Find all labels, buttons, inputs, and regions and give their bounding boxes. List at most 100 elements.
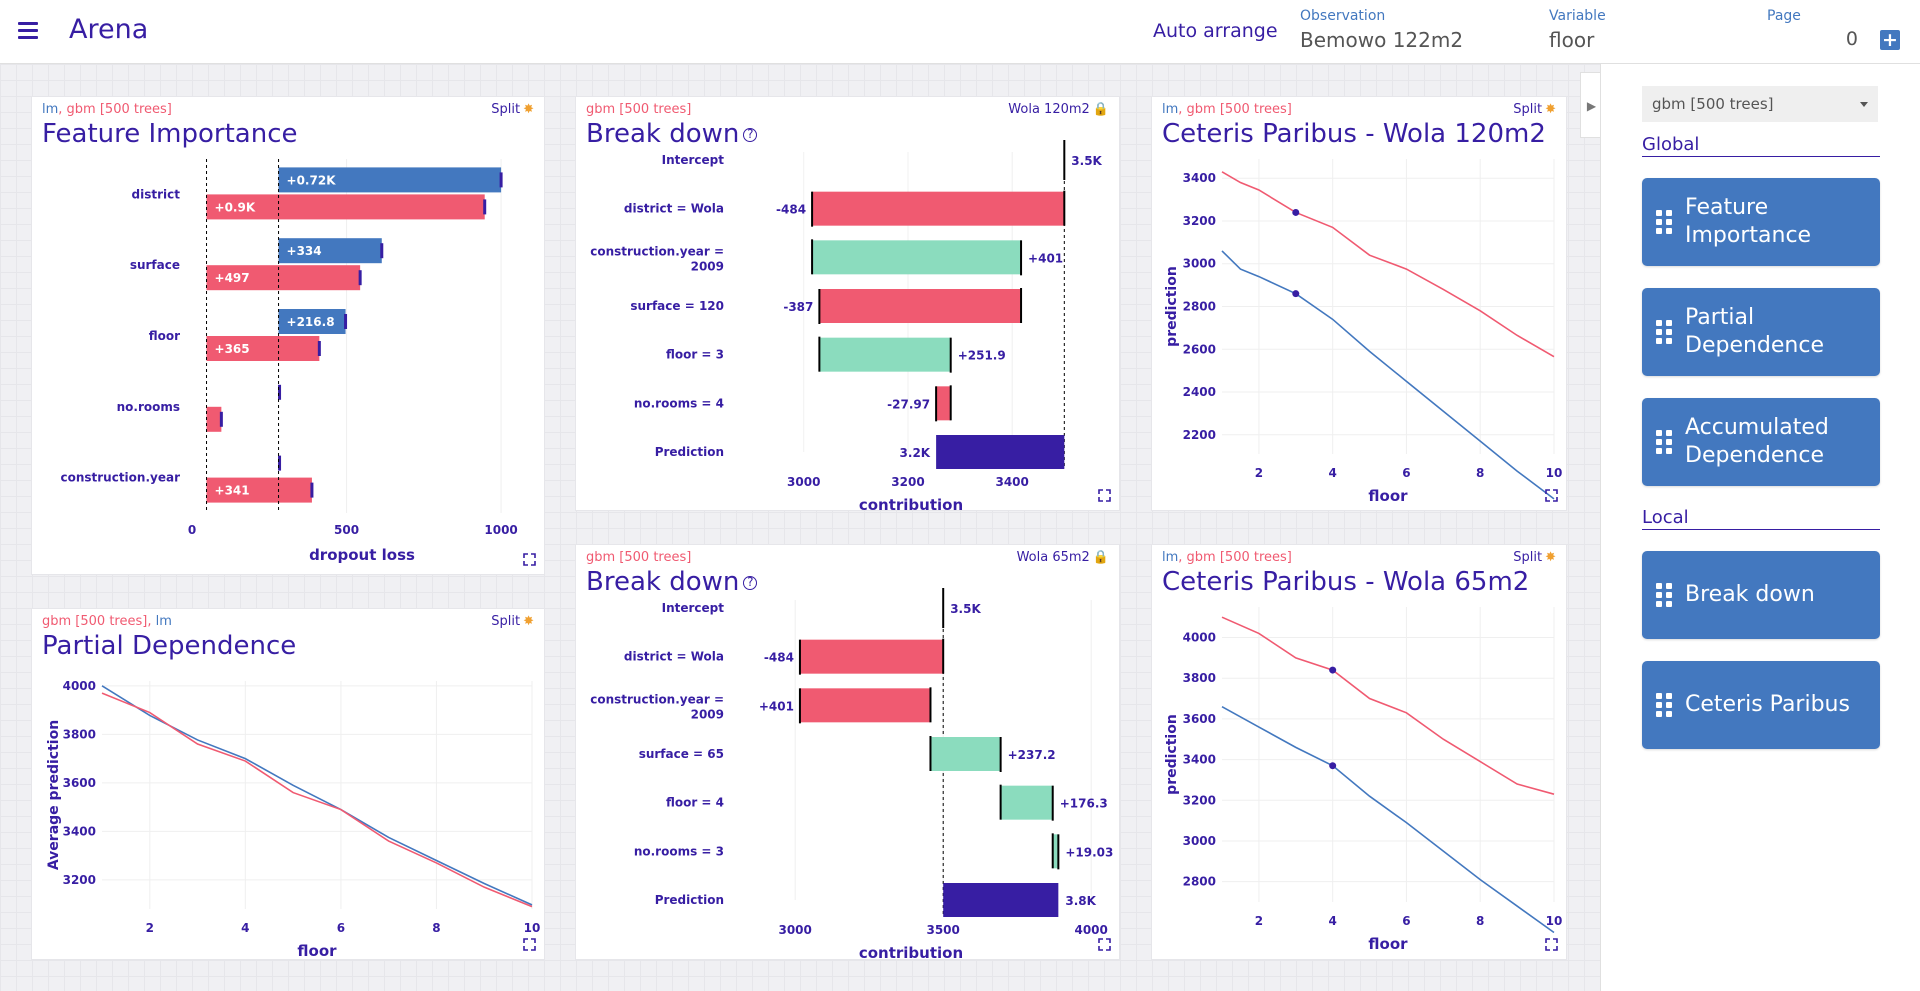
model-name-lm: lm bbox=[155, 614, 172, 629]
bar-label: +365 bbox=[215, 342, 250, 356]
split-toggle[interactable]: Split ✸ bbox=[1513, 550, 1556, 565]
tick-label: 6 bbox=[337, 921, 345, 935]
ceteris-paribus-panel-wola-65[interactable]: lm, gbm [500 trees] Split ✸ Ceteris Parib… bbox=[1151, 544, 1567, 960]
bar-label: +334 bbox=[287, 244, 322, 258]
observation-point bbox=[1292, 290, 1300, 298]
split-label: Split bbox=[1513, 550, 1543, 565]
tick-label: 3800 bbox=[1183, 671, 1216, 685]
plot-button-ceteris-paribus[interactable]: Ceteris Paribus bbox=[1642, 661, 1880, 749]
sidebar-collapse-toggle[interactable]: ▶ bbox=[1580, 72, 1602, 138]
tick-label: 3200 bbox=[891, 475, 924, 489]
panel-title: Feature Importance bbox=[42, 119, 298, 149]
bar bbox=[799, 688, 931, 723]
panel-models: gbm [500 trees] bbox=[586, 102, 691, 117]
value-label: +401 bbox=[759, 699, 794, 713]
axis-label: floor bbox=[1368, 487, 1408, 505]
bar-label: +0.9K bbox=[215, 200, 256, 214]
bar bbox=[812, 240, 1022, 275]
row-label: 2009 bbox=[691, 707, 724, 721]
ceteris-paribus-panel-wola-120[interactable]: lm, gbm [500 trees] Split ✸ Ceteris Parib… bbox=[1151, 96, 1567, 511]
expand-icon[interactable] bbox=[1098, 489, 1111, 502]
tick-label: 2400 bbox=[1183, 385, 1216, 399]
series-line-lm bbox=[101, 685, 533, 906]
model-name-lm: lm bbox=[42, 102, 59, 117]
split-toggle[interactable]: Split ✸ bbox=[491, 102, 534, 117]
tick-label: 3500 bbox=[926, 923, 959, 937]
split-toggle[interactable]: Split ✸ bbox=[491, 614, 534, 629]
value-label: -387 bbox=[783, 300, 813, 314]
bar bbox=[819, 289, 1022, 323]
value-label: -27.97 bbox=[887, 397, 930, 411]
bar bbox=[206, 336, 320, 361]
variable-select[interactable]: floor bbox=[1549, 28, 1595, 52]
bar-label: +497 bbox=[215, 271, 250, 285]
expand-icon[interactable] bbox=[1545, 938, 1558, 951]
bar bbox=[812, 191, 1065, 226]
page-label: Page bbox=[1767, 8, 1801, 24]
axis-label: contribution bbox=[859, 496, 963, 512]
plot-button-partial-dependence[interactable]: Partial Dependence bbox=[1642, 288, 1880, 376]
feature-importance-panel[interactable]: lm, gbm [500 trees] Split ✸ Feature Impor… bbox=[31, 96, 545, 575]
feature-importance-chart: district +0.72K +0.9K surface +334 +497 floor +… bbox=[60, 159, 518, 564]
split-label: Split bbox=[491, 614, 521, 629]
add-page-icon[interactable]: + bbox=[1880, 30, 1900, 50]
observation-tag[interactable]: Wola 120m2 🔒 bbox=[1008, 102, 1109, 117]
category-label: construction.year bbox=[60, 471, 180, 485]
row-label: district = Wola bbox=[624, 650, 724, 664]
expand-icon[interactable] bbox=[523, 938, 536, 951]
plot-button-accumulated-dependence[interactable]: Accumulated Dependence bbox=[1642, 398, 1880, 486]
tick-label: 8 bbox=[1476, 466, 1484, 480]
bar bbox=[936, 386, 951, 421]
axis-label: Average prediction bbox=[46, 720, 62, 870]
model-name-gbm: gbm [500 trees] bbox=[66, 102, 172, 117]
panel-models: gbm [500 trees] bbox=[586, 550, 691, 565]
partial-dependence-panel[interactable]: gbm [500 trees], lm Split ✸ Partial Depen… bbox=[31, 608, 545, 960]
tick-label: 2200 bbox=[1183, 428, 1216, 442]
panel-models: lm, gbm [500 trees] bbox=[1162, 102, 1292, 117]
row-label: construction.year = bbox=[590, 692, 724, 706]
row-label: Intercept bbox=[662, 601, 725, 615]
plot-button-break-down[interactable]: Break down bbox=[1642, 551, 1880, 639]
bar bbox=[278, 238, 382, 264]
plot-button-label: Partial Dependence bbox=[1685, 305, 1824, 358]
drag-handle-icon bbox=[1656, 583, 1672, 607]
breakdown-panel-wola-65[interactable]: gbm [500 trees] Wola 65m2 🔒 Break down? I… bbox=[575, 544, 1120, 961]
split-icon: ✸ bbox=[523, 102, 534, 117]
tick-label: 4000 bbox=[63, 679, 96, 693]
axis-label: floor bbox=[297, 942, 337, 960]
expand-icon[interactable] bbox=[523, 553, 536, 566]
panel-models: gbm [500 trees], lm bbox=[42, 614, 172, 629]
variable-label: Variable bbox=[1549, 8, 1606, 24]
tick-label: 3000 bbox=[778, 923, 811, 937]
tick-label: 4000 bbox=[1183, 631, 1216, 645]
plot-button-label: Accumulated Dependence bbox=[1685, 415, 1829, 468]
observation-tag[interactable]: Wola 65m2 🔒 bbox=[1017, 550, 1109, 565]
category-label: no.rooms bbox=[117, 400, 180, 414]
tick-label: 3200 bbox=[1183, 793, 1216, 807]
bar bbox=[819, 337, 951, 372]
breakdown-panel-wola-120[interactable]: gbm [500 trees] Wola 120m2 🔒 Break down? … bbox=[575, 96, 1120, 512]
app-title: Arena bbox=[69, 14, 149, 45]
hamburger-menu-icon[interactable] bbox=[18, 22, 38, 40]
bar bbox=[1000, 785, 1053, 820]
panel-models: lm, gbm [500 trees] bbox=[42, 102, 172, 117]
auto-arrange-button[interactable]: Auto arrange bbox=[1153, 20, 1278, 42]
expand-icon[interactable] bbox=[1545, 489, 1558, 502]
help-icon[interactable]: ? bbox=[743, 127, 758, 142]
observation-point bbox=[1329, 666, 1337, 674]
bar bbox=[206, 194, 485, 220]
tick-label: 8 bbox=[432, 921, 440, 935]
expand-icon[interactable] bbox=[1098, 938, 1111, 951]
model-select[interactable]: gbm [500 trees] bbox=[1642, 86, 1878, 122]
local-heading: Local bbox=[1642, 507, 1880, 530]
row-label: Prediction bbox=[655, 893, 724, 907]
tick-label: 3600 bbox=[1183, 712, 1216, 726]
help-icon[interactable]: ? bbox=[743, 575, 758, 590]
tick-label: 6 bbox=[1402, 466, 1410, 480]
ceteris-paribus-chart: 2 4 6 8 10 2800 3000 3200 3400 3600 3800 4000 floor p… bbox=[1164, 607, 1562, 953]
model-name-gbm: gbm [500 trees] bbox=[586, 102, 692, 117]
split-toggle[interactable]: Split ✸ bbox=[1513, 102, 1556, 117]
plot-button-feature-importance[interactable]: Feature Importance bbox=[1642, 178, 1880, 266]
row-label: surface = 65 bbox=[639, 747, 724, 761]
observation-select[interactable]: Bemowo 122m2 bbox=[1300, 28, 1464, 52]
